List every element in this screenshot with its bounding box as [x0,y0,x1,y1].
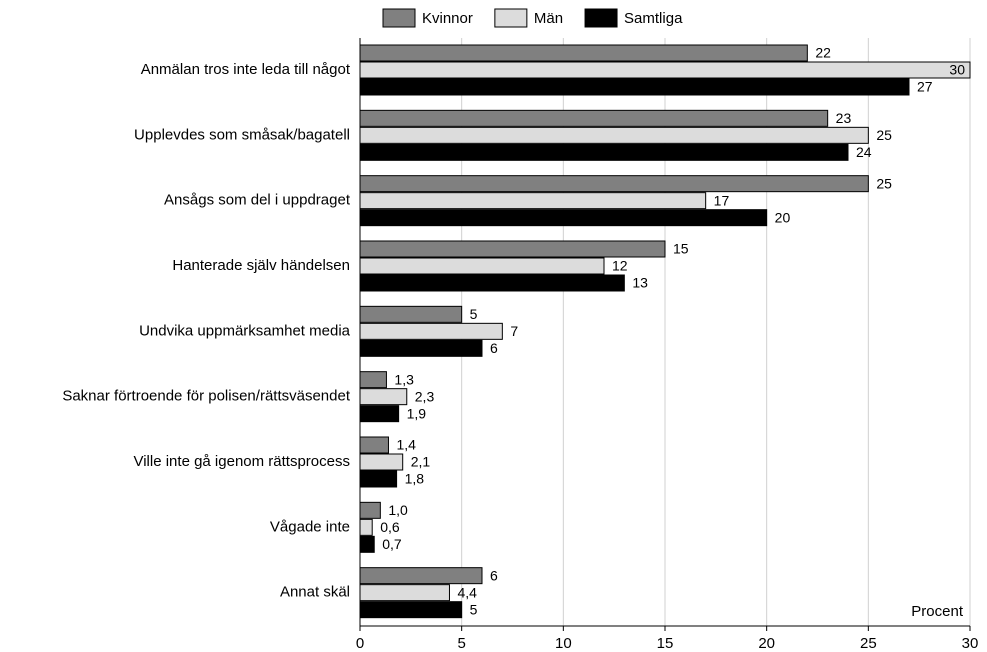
value-label: 1,0 [388,502,408,518]
legend-swatch [584,8,618,28]
value-label: 20 [775,209,791,225]
legend-label: Samtliga [624,10,683,27]
bar [359,78,910,96]
bar [359,143,849,161]
value-label: 2,1 [411,454,431,470]
bar [359,240,666,258]
value-label: 25 [876,175,892,191]
value-label: 2,3 [415,388,435,404]
value-label: 23 [836,110,852,126]
category-label: Vågade inte [270,518,350,535]
bar [359,371,387,389]
category-label: Saknar förtroende för polisen/rättsväsen… [62,388,350,405]
value-label: 1,8 [405,471,425,487]
value-label: 30 [949,62,965,78]
value-label: 27 [917,79,933,95]
bar [359,175,869,193]
value-label: 24 [856,144,872,160]
legend-swatch [382,8,416,28]
bar [359,584,450,602]
bar [359,535,375,553]
value-label: 4,4 [457,584,477,600]
x-axis-label: Procent [911,603,964,620]
bar [359,388,408,406]
bar [359,274,625,292]
bar [359,567,483,585]
bar [359,601,463,619]
bar [359,61,971,79]
x-tick-label: 0 [356,635,364,652]
category-label: Annat skäl [280,584,350,601]
x-tick-label: 20 [758,635,775,652]
value-label: 6 [490,340,498,356]
bar [359,192,707,210]
category-label: Ville inte gå igenom rättsprocess [133,453,350,470]
category-label: Undvika uppmärksamhet media [139,322,351,339]
bar [359,305,463,323]
value-label: 1,4 [396,437,416,453]
x-tick-label: 10 [555,635,572,652]
bar [359,44,808,62]
value-label: 5 [470,601,478,617]
bar [359,436,389,454]
value-label: 22 [815,45,831,61]
bar [359,470,398,488]
bar [359,518,373,536]
bar [359,257,605,275]
value-label: 0,7 [382,536,402,552]
legend-label: Kvinnor [422,10,473,27]
bar [359,126,869,144]
category-label: Hanterade själv händelsen [172,257,350,274]
bar [359,339,483,357]
legend-swatch [494,8,528,28]
value-label: 7 [510,323,518,339]
value-label: 13 [632,275,648,291]
bar [359,453,404,471]
category-label: Ansågs som del i uppdraget [164,192,351,209]
x-tick-label: 15 [657,635,674,652]
value-label: 15 [673,241,689,257]
value-label: 5 [470,306,478,322]
category-label: Upplevdes som småsak/bagatell [134,126,350,143]
bar [359,405,400,423]
x-tick-label: 30 [962,635,979,652]
x-tick-label: 5 [457,635,465,652]
value-label: 12 [612,258,628,274]
value-label: 17 [714,192,730,208]
bar [359,501,381,519]
value-label: 1,3 [394,371,414,387]
value-label: 0,6 [380,519,400,535]
value-label: 25 [876,127,892,143]
value-label: 1,9 [407,405,427,421]
bar [359,322,503,340]
category-label: Anmälan tros inte leda till något [141,61,351,78]
bar [359,109,829,127]
x-tick-label: 25 [860,635,877,652]
value-label: 6 [490,567,498,583]
bar [359,209,768,227]
legend-label: Män [534,10,563,27]
